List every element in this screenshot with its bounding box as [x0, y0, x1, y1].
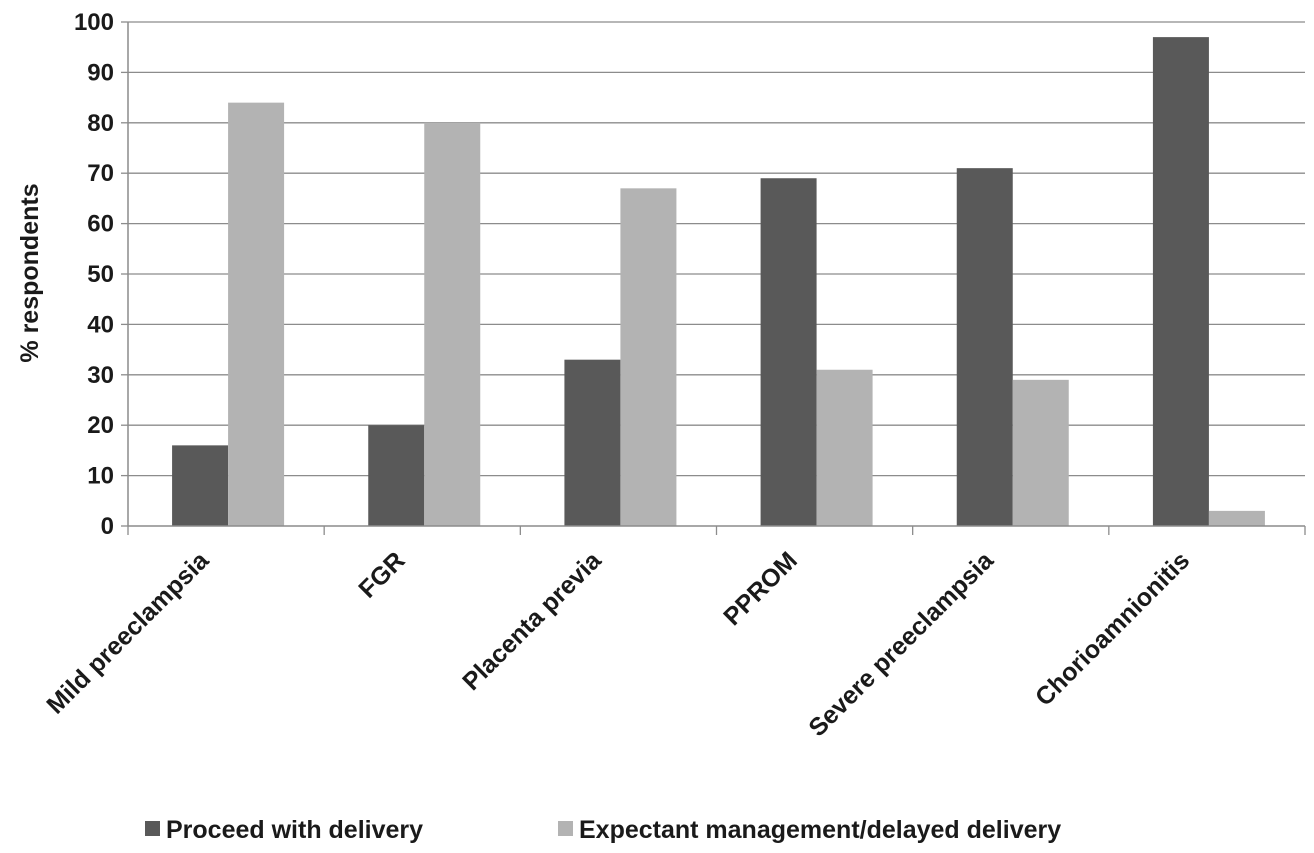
y-tick-label: 0 [101, 513, 114, 540]
legend-label: Proceed with delivery [166, 816, 423, 844]
y-tick-label: 60 [87, 211, 114, 238]
y-tick-label: 80 [87, 110, 114, 137]
bar-expectant-3 [816, 369, 873, 526]
bar-expectant-0 [228, 102, 285, 526]
y-tick-labels: 0 10 20 30 40 50 60 70 80 90 100 [74, 9, 114, 540]
y-tick-label: 10 [87, 463, 114, 490]
legend: Proceed with delivery Expectant managemen… [145, 816, 1061, 844]
x-category-label: PPROM [718, 546, 803, 631]
bar-expectant-2 [620, 188, 677, 526]
y-axis-title: % respondents [16, 183, 44, 362]
x-category-label: FGR [353, 546, 410, 603]
x-category-label: Chorioamnionitis [1030, 546, 1195, 711]
bar-proceed-0 [172, 445, 229, 526]
legend-label: Expectant management/delayed delivery [579, 816, 1061, 844]
y-tick-label: 90 [87, 59, 114, 86]
x-category-label: Severe preeclampsia [803, 546, 999, 742]
x-category-label: Mild preeclampsia [41, 546, 215, 720]
bar-proceed-1 [368, 425, 425, 526]
legend-swatch [558, 821, 573, 836]
y-tick-label: 20 [87, 412, 114, 439]
x-category-label: Placenta previa [457, 546, 607, 696]
bars [172, 37, 1265, 527]
bar-proceed-4 [956, 168, 1013, 526]
bar-expectant-1 [424, 122, 481, 527]
axes [121, 21, 1306, 535]
y-tick-label: 30 [87, 362, 114, 389]
y-tick-label: 100 [74, 9, 114, 36]
bar-expectant-4 [1012, 379, 1069, 526]
y-tick-label: 70 [87, 160, 114, 187]
y-tick-label: 50 [87, 261, 114, 288]
bar-proceed-2 [564, 359, 621, 526]
bar-proceed-3 [760, 178, 817, 527]
legend-swatch [145, 821, 160, 836]
x-category-labels: Mild preeclampsia FGR Placenta previa PPROM… [41, 546, 1195, 742]
bar-proceed-5 [1152, 37, 1209, 527]
y-tick-label: 40 [87, 311, 114, 338]
bar-expectant-5 [1208, 510, 1265, 526]
gridlines [128, 21, 1305, 477]
